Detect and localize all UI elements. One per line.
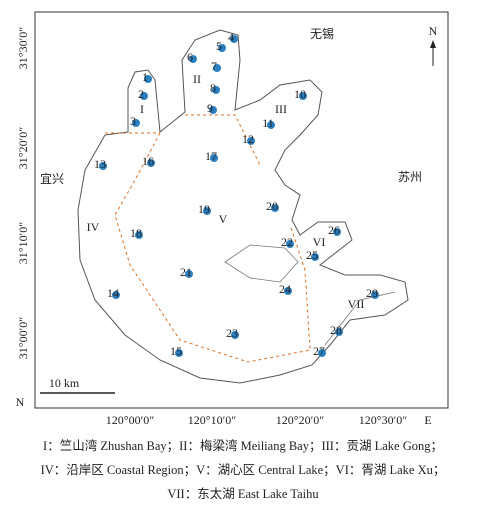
region-label: VI [313, 235, 326, 249]
station-dot [99, 162, 107, 170]
station-dot [140, 92, 148, 100]
station-dot [299, 92, 307, 100]
station-label: 1 [142, 70, 148, 84]
station-label: 28 [330, 323, 342, 337]
station-label: 12 [242, 132, 254, 146]
station-label: 4 [228, 30, 234, 44]
lat-axis-label: N [16, 395, 25, 409]
station-label: 25 [306, 248, 318, 262]
city-label: 苏州 [398, 170, 422, 184]
station-label: 20 [266, 199, 278, 213]
station-dot [218, 44, 226, 52]
station-dot [267, 121, 275, 129]
lat-tick-label: 31°30′0″ [16, 27, 30, 69]
station-dot [231, 331, 239, 339]
station-label: 26 [328, 223, 340, 237]
city-label: 无锡 [310, 26, 334, 41]
lat-tick-label: 31°20′0″ [16, 127, 30, 169]
station-label: 13 [94, 157, 106, 171]
station-label: 16 [142, 154, 154, 168]
lon-tick-label: 120°20′0″ [276, 413, 324, 427]
station-dot [333, 228, 341, 236]
station-label: 11 [262, 116, 274, 130]
station-label: 21 [180, 265, 192, 279]
station-label: 17 [205, 149, 217, 163]
caption-line: VII：东太湖 East Lake Taihu [167, 486, 319, 501]
station-dot [132, 119, 140, 127]
station-label: 27 [313, 344, 325, 358]
station-dot [213, 64, 221, 72]
station-dot [144, 75, 152, 83]
map-frame [34, 11, 449, 409]
station-dot [189, 55, 197, 63]
station-label: 7 [211, 59, 217, 73]
station-label: 22 [281, 235, 293, 249]
station-label: 14 [107, 286, 119, 300]
lon-tick-label: 120°10′0″ [188, 413, 236, 427]
lon-axis-label: E [424, 413, 431, 427]
station-dot [175, 349, 183, 357]
station-dot [318, 349, 326, 357]
caption-line: IV：沿岸区 Coastal Region；V：湖心区 Central Lake… [41, 462, 446, 477]
region-label: V [219, 212, 228, 226]
north-arrow-head [430, 40, 436, 48]
station-label: 19 [198, 202, 210, 216]
station-dot [311, 253, 319, 261]
scale-label: 10 km [49, 376, 80, 390]
station-label: 3 [130, 114, 136, 128]
station-label: 24 [279, 282, 291, 296]
station-dot [247, 137, 255, 145]
station-label: 15 [170, 344, 182, 358]
station-dot [271, 204, 279, 212]
station-dot [209, 106, 217, 114]
caption-line: I：竺山湾 Zhushan Bay；II：梅梁湾 Meiliang Bay；II… [43, 438, 443, 453]
station-dot [135, 231, 143, 239]
station-dot [286, 240, 294, 248]
station-dot [284, 287, 292, 295]
region-label: II [193, 72, 201, 86]
north-label: N [429, 24, 438, 38]
station-label: 23 [226, 326, 238, 340]
region-label: III [275, 102, 287, 116]
city-label: 宜兴 [40, 171, 64, 186]
station-dot [112, 291, 120, 299]
region-label: I [140, 102, 144, 116]
lat-tick-label: 31°00′0″ [16, 317, 30, 359]
lat-tick-label: 31°10′0″ [16, 222, 30, 264]
station-dot [212, 86, 220, 94]
region-label: IV [87, 220, 100, 234]
peninsula [224, 244, 299, 283]
region-boundary [105, 114, 311, 363]
station-label: 2 [138, 87, 144, 101]
station-dot [371, 291, 379, 299]
station-dot [230, 35, 238, 43]
lon-tick-label: 120°00′0″ [106, 413, 154, 427]
station-label: 8 [210, 81, 216, 95]
station-label: 6 [187, 50, 193, 64]
station-dot [147, 159, 155, 167]
lake-outline [77, 29, 409, 384]
station-label: 5 [216, 39, 222, 53]
lon-tick-label: 120°30′0″ [359, 413, 407, 427]
station-label: 10 [294, 87, 306, 101]
station-label: 9 [207, 101, 213, 115]
station-dot [203, 207, 211, 215]
station-dot [185, 270, 193, 278]
region-label: VII [348, 297, 365, 311]
station-dot [210, 154, 218, 162]
station-label: 29 [366, 286, 378, 300]
station-label: 18 [130, 226, 142, 240]
station-dot [335, 328, 343, 336]
